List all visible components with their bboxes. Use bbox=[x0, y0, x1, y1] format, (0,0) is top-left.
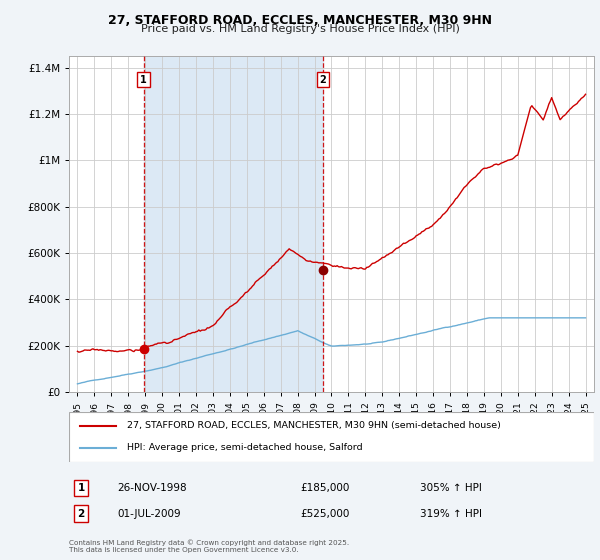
Text: Price paid vs. HM Land Registry's House Price Index (HPI): Price paid vs. HM Land Registry's House … bbox=[140, 24, 460, 34]
Bar bbox=[143, 56, 323, 392]
Text: 2: 2 bbox=[77, 508, 85, 519]
Text: HPI: Average price, semi-detached house, Salford: HPI: Average price, semi-detached house,… bbox=[127, 444, 362, 452]
Text: 2: 2 bbox=[320, 74, 326, 85]
Text: 26-NOV-1998: 26-NOV-1998 bbox=[117, 483, 187, 493]
Text: 01-JUL-2009: 01-JUL-2009 bbox=[117, 508, 181, 519]
FancyBboxPatch shape bbox=[69, 412, 594, 462]
Text: 1: 1 bbox=[140, 74, 147, 85]
Text: 27, STAFFORD ROAD, ECCLES, MANCHESTER, M30 9HN (semi-detached house): 27, STAFFORD ROAD, ECCLES, MANCHESTER, M… bbox=[127, 421, 500, 430]
Text: 319% ↑ HPI: 319% ↑ HPI bbox=[420, 508, 482, 519]
Text: £185,000: £185,000 bbox=[300, 483, 349, 493]
Text: Contains HM Land Registry data © Crown copyright and database right 2025.
This d: Contains HM Land Registry data © Crown c… bbox=[69, 540, 349, 553]
Text: 305% ↑ HPI: 305% ↑ HPI bbox=[420, 483, 482, 493]
Text: 27, STAFFORD ROAD, ECCLES, MANCHESTER, M30 9HN: 27, STAFFORD ROAD, ECCLES, MANCHESTER, M… bbox=[108, 14, 492, 27]
Text: 1: 1 bbox=[77, 483, 85, 493]
Text: £525,000: £525,000 bbox=[300, 508, 349, 519]
